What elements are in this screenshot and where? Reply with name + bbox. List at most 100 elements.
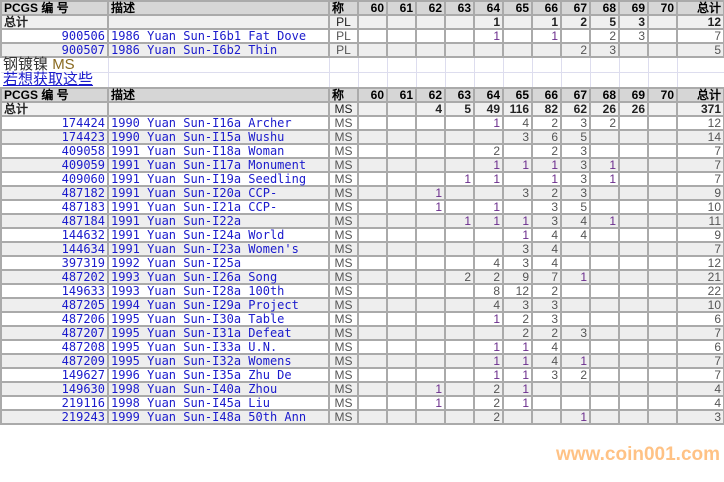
description-link[interactable]: 1992 Yuan Sun-I25a	[107, 255, 330, 271]
description-link[interactable]: 1991 Yuan Sun-I24a World	[107, 227, 330, 243]
pcgs-number-link[interactable]: 487182	[0, 185, 109, 201]
header-grade-64: 64	[473, 87, 504, 103]
header-grade: 称	[328, 0, 359, 16]
table-row: 149633 1993 Yuan Sun-I28a 100th MS 8 12 2 22	[0, 283, 724, 299]
count-65: 1	[502, 353, 533, 369]
count-60	[357, 227, 388, 243]
description-link[interactable]: 1986 Yuan Sun-I6b1 Fat Dove	[107, 28, 330, 44]
description-link[interactable]: 1995 Yuan Sun-I33a U.N.	[107, 339, 330, 355]
description-link[interactable]: 1991 Yuan Sun-I22a	[107, 213, 330, 229]
pcgs-number-link[interactable]: 409060	[0, 171, 109, 187]
grade-type: MS	[328, 269, 359, 285]
count-62	[415, 42, 446, 58]
count-67: 2	[560, 367, 591, 383]
empty-cell	[108, 72, 330, 89]
count-60	[357, 353, 388, 369]
pcgs-number-link[interactable]: 487205	[0, 297, 109, 313]
description-link[interactable]: 1991 Yuan Sun-I21a CCP-	[107, 199, 330, 215]
pcgs-number-link[interactable]: 174424	[0, 115, 109, 131]
description-link[interactable]: 1993 Yuan Sun-I26a Song	[107, 269, 330, 285]
pcgs-number-link[interactable]: 149627	[0, 367, 109, 383]
pcgs-number-link[interactable]: 487184	[0, 213, 109, 229]
pcgs-number-link[interactable]: 487206	[0, 311, 109, 327]
pcgs-number-link[interactable]: 900507	[0, 42, 109, 58]
pcgs-number-link[interactable]: 487183	[0, 199, 109, 215]
totals-label: 总计	[0, 101, 109, 117]
count-63	[444, 185, 475, 201]
pcgs-number-link[interactable]: 409058	[0, 143, 109, 159]
description-link[interactable]: 1991 Yuan Sun-I23a Women's	[107, 241, 330, 257]
count-62	[415, 115, 446, 131]
count-64: 2	[473, 395, 504, 411]
count-65: 12	[502, 283, 533, 299]
count-68: 3	[589, 42, 620, 58]
grade-type: MS	[328, 381, 359, 397]
pcgs-number-link[interactable]: 487207	[0, 325, 109, 341]
table-row: 487207 1995 Yuan Sun-I31a Defeat MS 2 2 3 7	[0, 325, 724, 341]
pcgs-number-link[interactable]: 409059	[0, 157, 109, 173]
count-67: 3	[560, 115, 591, 131]
pcgs-number-link[interactable]: 174423	[0, 129, 109, 145]
count-62	[415, 325, 446, 341]
totals-row: 总计 PL 1 1 2 5 3 12	[0, 14, 724, 30]
count-62	[415, 409, 446, 425]
totals-count-68: 5	[589, 14, 620, 30]
description-link[interactable]: 1990 Yuan Sun-I16a Archer	[107, 115, 330, 131]
description-link[interactable]: 1991 Yuan Sun-I19a Seedling	[107, 171, 330, 187]
count-62: 1	[415, 185, 446, 201]
header-grade-66: 66	[531, 87, 562, 103]
count-67: 1	[560, 269, 591, 285]
description-link[interactable]: 1998 Yuan Sun-I40a Zhou	[107, 381, 330, 397]
pcgs-number-link[interactable]: 487209	[0, 353, 109, 369]
empty-cell	[358, 57, 388, 73]
totals-count-65: 116	[502, 101, 533, 117]
grade-type: MS	[328, 241, 359, 257]
count-63	[444, 115, 475, 131]
description-link[interactable]: 1995 Yuan Sun-I32a Womens	[107, 353, 330, 369]
description-link[interactable]: 1993 Yuan Sun-I28a 100th	[107, 283, 330, 299]
pcgs-number-link[interactable]: 144634	[0, 241, 109, 257]
count-66: 4	[531, 255, 562, 271]
count-66: 6	[531, 129, 562, 145]
pcgs-number-link[interactable]: 219243	[0, 409, 109, 425]
get-these-link[interactable]: 若想获取这些	[3, 71, 94, 88]
description-link[interactable]: 1990 Yuan Sun-I15a Wushu	[107, 129, 330, 145]
row-total: 4	[676, 395, 724, 411]
empty-cell	[503, 57, 533, 73]
count-63	[444, 353, 475, 369]
pcgs-number-link[interactable]: 397319	[0, 255, 109, 271]
header-grade-65: 65	[502, 87, 533, 103]
description-link[interactable]: 1995 Yuan Sun-I31a Defeat	[107, 325, 330, 341]
count-60	[357, 213, 388, 229]
pcgs-number-link[interactable]: 487202	[0, 269, 109, 285]
description-link[interactable]: 1994 Yuan Sun-I29a Project	[107, 297, 330, 313]
description-link[interactable]: 1995 Yuan Sun-I30a Table	[107, 311, 330, 327]
count-63	[444, 199, 475, 215]
count-68: 1	[589, 213, 620, 229]
pcgs-number-link[interactable]: 149630	[0, 381, 109, 397]
count-70	[647, 409, 678, 425]
description-link[interactable]: 1991 Yuan Sun-I18a Woman	[107, 143, 330, 159]
pcgs-number-link[interactable]: 487208	[0, 339, 109, 355]
pcgs-number-link[interactable]: 900506	[0, 28, 109, 44]
count-66	[531, 409, 562, 425]
count-64: 1	[473, 199, 504, 215]
count-67: 3	[560, 185, 591, 201]
count-69	[618, 325, 649, 341]
count-67: 1	[560, 409, 591, 425]
description-link[interactable]: 1999 Yuan Sun-I48a 50th Ann	[107, 409, 330, 425]
description-link[interactable]: 1998 Yuan Sun-I45a Liu	[107, 395, 330, 411]
description-link[interactable]: 1986 Yuan Sun-I6b2 Thin	[107, 42, 330, 58]
header-grade-69: 69	[618, 0, 649, 16]
description-link[interactable]: 1991 Yuan Sun-I20a CCP-	[107, 185, 330, 201]
description-link[interactable]: 1996 Yuan Sun-I35a Zhu De	[107, 367, 330, 383]
count-63	[444, 297, 475, 313]
pcgs-number-link[interactable]: 149633	[0, 283, 109, 299]
count-66: 3	[531, 297, 562, 313]
grade-type: MS	[328, 115, 359, 131]
count-66: 1	[531, 157, 562, 173]
count-61	[386, 199, 417, 215]
pcgs-number-link[interactable]: 219116	[0, 395, 109, 411]
pcgs-number-link[interactable]: 144632	[0, 227, 109, 243]
description-link[interactable]: 1991 Yuan Sun-I17a Monument	[107, 157, 330, 173]
